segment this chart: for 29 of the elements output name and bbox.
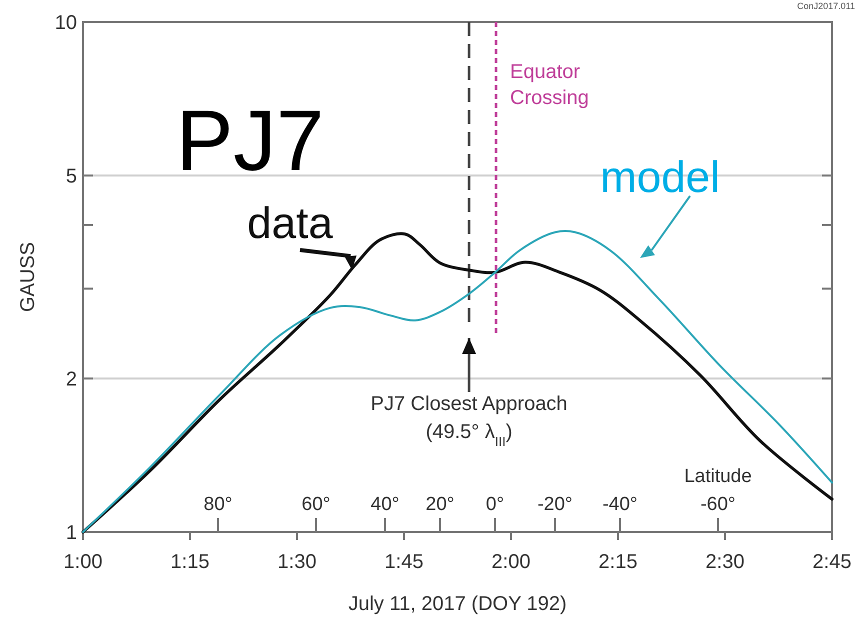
annotation: 0°: [486, 494, 504, 515]
ref-line-label: PJ7 Closest Approach (49.5° λ$_{III}$): [370, 393, 568, 448]
annotation: Latitude: [684, 466, 752, 487]
y-tick-label: 1: [66, 522, 77, 544]
x-tick-label: 1:30: [278, 551, 316, 573]
x-tick-label: 2:00: [492, 551, 530, 573]
annotation: 60°: [302, 494, 330, 515]
text: ConJ2017.011: [797, 1, 855, 11]
ref-line-label: Equator Crossing: [510, 61, 589, 109]
annotation: 20°: [426, 494, 454, 515]
annotation: 80°: [204, 494, 232, 515]
x-tick-label: 2:30: [706, 551, 744, 573]
x-tick-label: 1:15: [170, 551, 210, 573]
y-tick-label: 5: [66, 166, 77, 188]
y-tick-label: 10: [54, 12, 77, 34]
x-tick-label: 2:45: [812, 551, 852, 573]
x-tick-label: 2:15: [598, 551, 638, 573]
annotation: PJ7: [176, 93, 324, 189]
series-label: data: [247, 199, 334, 248]
x-axis-title: July 11, 2017 (DOY 192): [348, 593, 567, 615]
series-label: model: [600, 153, 720, 202]
y-tick-label: 2: [66, 368, 77, 390]
y-axis-title: GAUSS: [17, 242, 39, 312]
annotation: 40°: [370, 494, 400, 515]
x-tick-label: 1:45: [384, 551, 424, 573]
annotation: -60°: [700, 494, 736, 515]
annotation: -40°: [602, 494, 638, 515]
x-tick-label: 1:00: [64, 551, 102, 573]
annotation: -20°: [537, 494, 573, 515]
